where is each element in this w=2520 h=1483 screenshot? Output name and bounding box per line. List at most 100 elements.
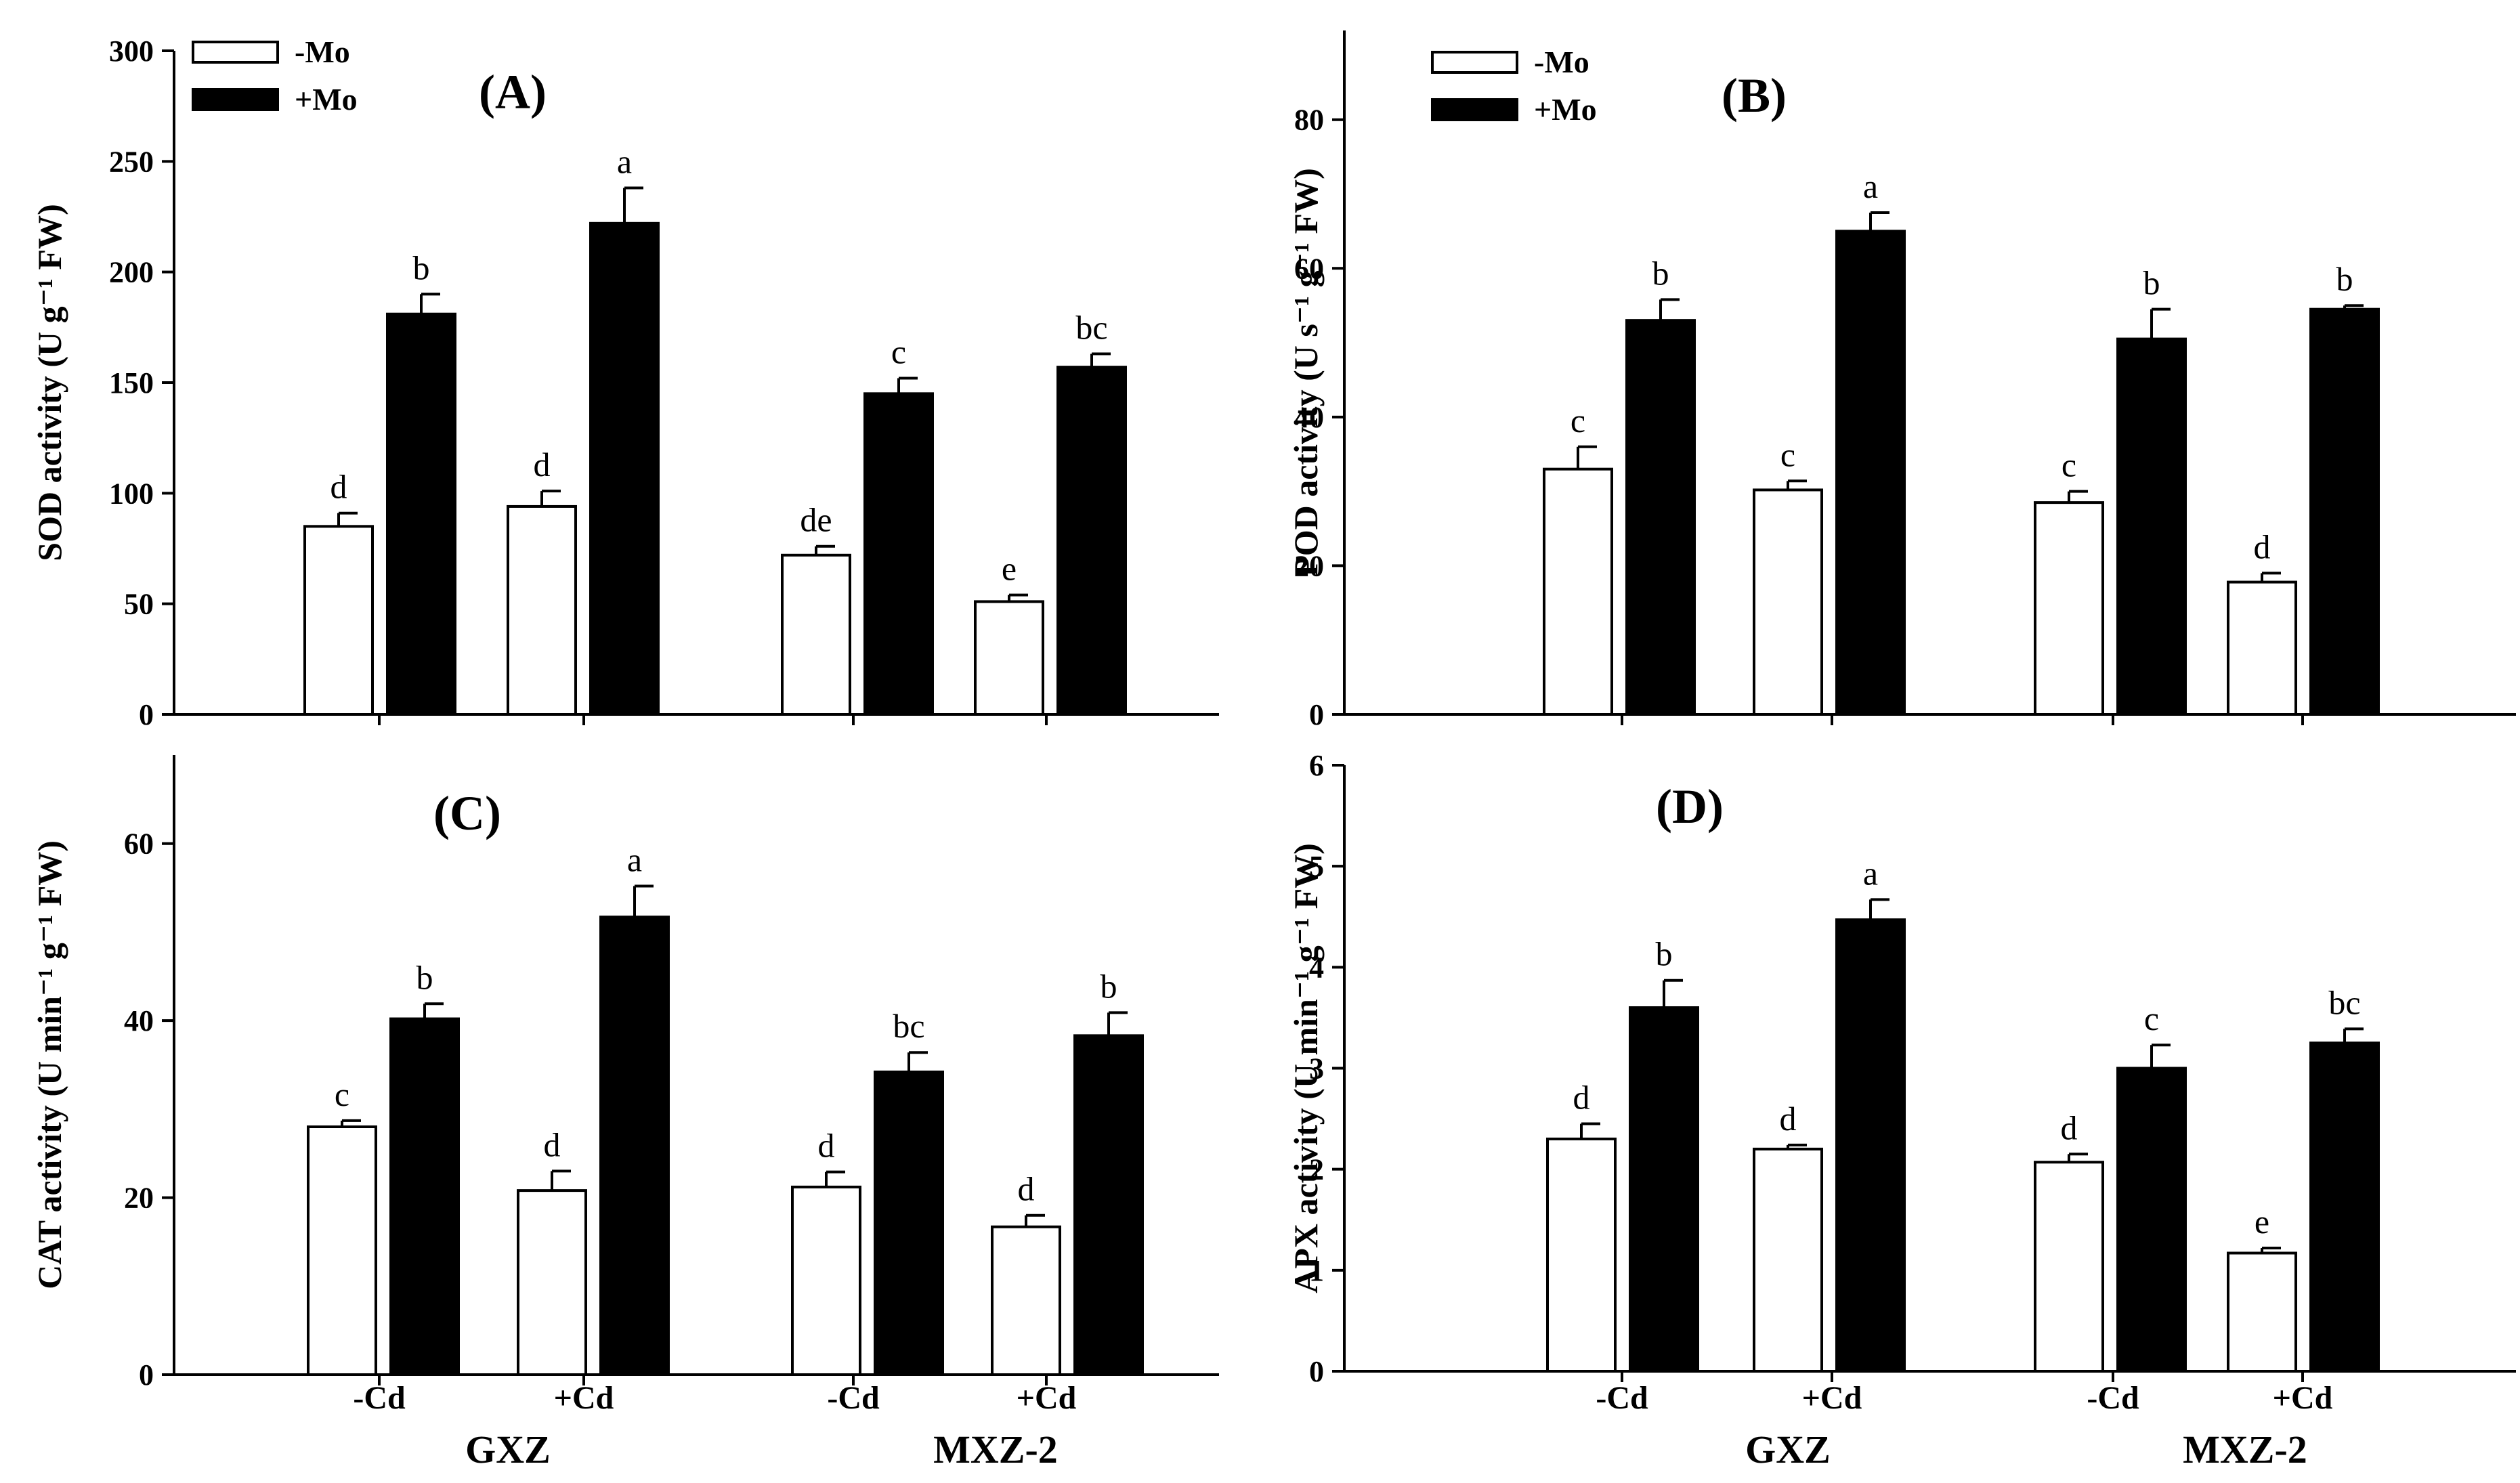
y-tick-label: 0: [1309, 1355, 1324, 1388]
legend-label: +Mo: [1534, 92, 1597, 127]
significance-letter: a: [1863, 854, 1878, 892]
y-tick-label: 100: [109, 477, 154, 510]
panel-c: 0 20 40 60 CAT activity (U min⁻¹ g⁻¹ FW) (C) c…: [30, 755, 1219, 1471]
y-tick-label: 3: [1309, 1052, 1324, 1086]
legend-swatch-plus-mo: [192, 88, 279, 111]
significance-letter: c: [2144, 1000, 2159, 1037]
significance-letter: c: [1780, 435, 1795, 473]
bar-plus-mo: [1625, 319, 1696, 716]
panel-title: (B): [1722, 68, 1787, 123]
y-tick-label: 60: [124, 828, 154, 861]
y-tick-label: 60: [1294, 252, 1324, 285]
significance-letter: c: [1571, 402, 1585, 439]
treatment-label: +Cd: [1017, 1380, 1077, 1416]
y-axis-label: CAT activity (U min⁻¹ g⁻¹ FW): [30, 840, 68, 1289]
bar-minus-mo: [507, 504, 577, 716]
bar-plus-mo: [2116, 337, 2187, 716]
y-tick-label: 0: [139, 1358, 154, 1392]
significance-letter: d: [1780, 1100, 1797, 1138]
group-label: MXZ-2: [933, 1427, 1058, 1471]
bar-minus-mo: [517, 1189, 587, 1376]
bar-minus-mo: [2034, 501, 2104, 716]
y-tick-label: 20: [124, 1182, 154, 1215]
significance-letter: e: [1002, 550, 1017, 588]
significance-letter: d: [330, 468, 347, 506]
significance-letter: b: [2143, 264, 2160, 302]
significance-letter: b: [1652, 254, 1669, 292]
significance-letter: e: [2255, 1203, 2269, 1241]
y-axis-label: SOD activity (U g⁻¹ FW): [30, 204, 68, 561]
bar-plus-mo: [1073, 1034, 1144, 1376]
bar-plus-mo: [1835, 230, 1906, 716]
significance-letter: d: [818, 1127, 835, 1165]
treatment-label: +Cd: [1802, 1380, 1862, 1416]
panel-d: 0 1 2 3 4 5 6 APX activity (U min⁻¹ g⁻¹ FW) (D) d…: [1287, 749, 2516, 1471]
panel-title: (C): [433, 786, 501, 840]
bar-plus-mo: [2309, 307, 2380, 716]
y-tick-label: 200: [109, 256, 154, 289]
significance-letter: b: [1101, 967, 1117, 1005]
significance-letter: bc: [2328, 983, 2360, 1021]
significance-letter: d: [544, 1125, 561, 1163]
treatment-label: -Cd: [2087, 1380, 2139, 1416]
bar-minus-mo: [307, 1125, 377, 1376]
group-label: MXZ-2: [2183, 1427, 2307, 1471]
bar-minus-mo: [781, 553, 851, 716]
significance-letter: c: [891, 332, 906, 370]
y-tick-label: 1: [1309, 1254, 1324, 1287]
significance-letter: c: [335, 1075, 349, 1113]
treatment-label: -Cd: [827, 1380, 880, 1416]
legend-swatch-minus-mo: [1431, 51, 1518, 74]
bar-plus-mo: [1629, 1006, 1699, 1373]
significance-letter: bc: [893, 1007, 924, 1045]
bar-plus-mo: [389, 1017, 460, 1376]
y-tick-label: 0: [139, 698, 154, 731]
bar-plus-mo: [874, 1070, 944, 1376]
panel-title: (A): [479, 65, 547, 119]
group-label: GXZ: [1745, 1427, 1831, 1471]
bar-minus-mo: [1546, 1137, 1617, 1373]
bar-plus-mo: [2116, 1067, 2187, 1373]
bar-plus-mo: [863, 392, 934, 716]
significance-letter: d: [2061, 1109, 2078, 1146]
treatment-label: +Cd: [2273, 1380, 2333, 1416]
bar-plus-mo: [1835, 918, 1906, 1373]
legend-label: -Mo: [295, 35, 350, 69]
significance-letter: c: [2062, 446, 2076, 484]
legend-swatch-minus-mo: [192, 41, 279, 64]
y-tick-label: 20: [1294, 549, 1324, 582]
y-tick-label: 250: [109, 145, 154, 178]
significance-letter: d: [1018, 1170, 1035, 1208]
significance-letter: b: [413, 249, 430, 286]
significance-letter: a: [617, 143, 632, 181]
bar-minus-mo: [1753, 488, 1823, 716]
significance-letter: b: [2336, 260, 2353, 298]
bar-minus-mo: [1753, 1147, 1823, 1373]
significance-letter: a: [1863, 167, 1878, 205]
bar-minus-mo: [991, 1225, 1061, 1377]
legend-label: -Mo: [1534, 45, 1589, 79]
significance-letter: d: [2254, 528, 2271, 565]
legend-swatch-plus-mo: [1431, 98, 1518, 121]
bar-plus-mo: [599, 916, 670, 1376]
y-axis-label: APX activity (U min⁻¹ g⁻¹ FW): [1287, 843, 1325, 1293]
significance-letter: bc: [1075, 309, 1107, 347]
y-axis-label: POD activity (U s⁻¹ g⁻¹ FW): [1287, 168, 1325, 577]
panel-title: (D): [1656, 779, 1724, 834]
y-tick-label: 300: [109, 35, 154, 68]
significance-letter: d: [1573, 1079, 1590, 1117]
bar-plus-mo: [1056, 366, 1127, 716]
bar-minus-mo: [791, 1185, 861, 1377]
treatment-label: +Cd: [554, 1380, 614, 1416]
y-tick-label: 5: [1309, 850, 1324, 883]
bar-plus-mo: [2309, 1041, 2380, 1373]
significance-letter: a: [627, 840, 642, 878]
panel-b: 0 20 40 60 80 POD activity (U s⁻¹ g⁻¹ FW) (B) c…: [1287, 30, 2516, 731]
y-tick-label: 0: [1309, 698, 1324, 731]
y-tick-label: 80: [1294, 104, 1324, 137]
bar-minus-mo: [1543, 467, 1613, 716]
y-tick-label: 2: [1309, 1153, 1324, 1186]
legend-label: +Mo: [295, 82, 358, 116]
panel-a: 0 50 100 150 200 250 300 SOD activity (U g⁻¹ FW…: [30, 35, 1219, 731]
